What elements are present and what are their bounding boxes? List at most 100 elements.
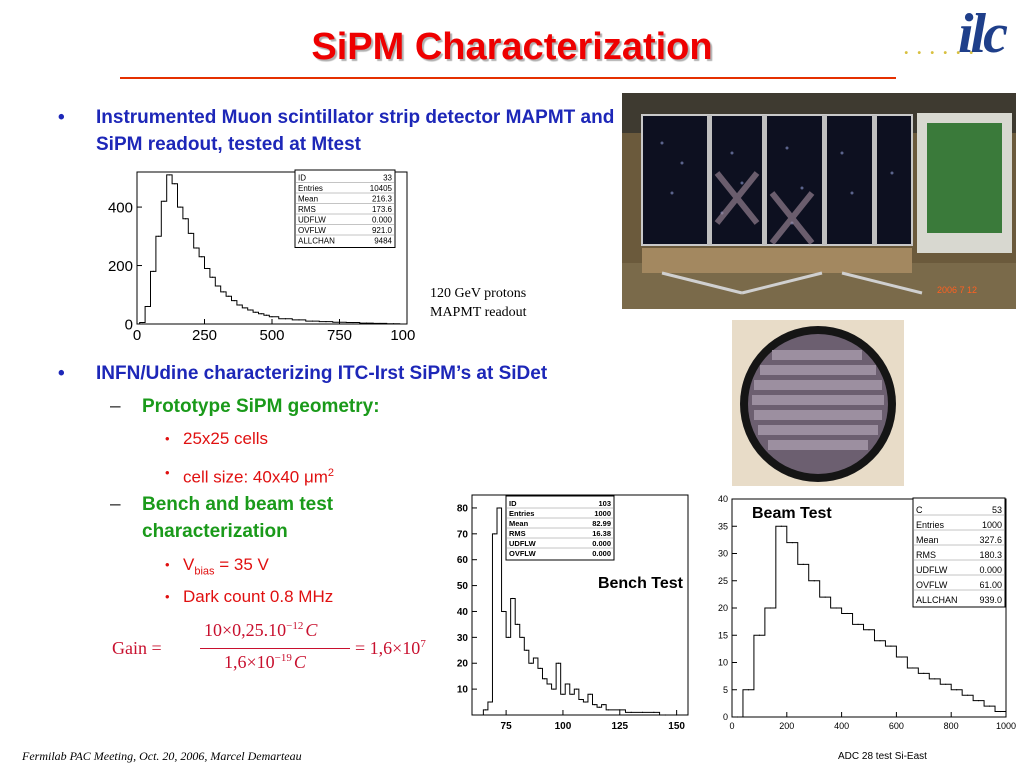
stats-label: Entries bbox=[916, 520, 945, 530]
sub-marker: • bbox=[165, 431, 170, 446]
histogram-line bbox=[482, 507, 683, 716]
histogram-bin bbox=[607, 709, 610, 711]
x-tick-label: 125 bbox=[611, 721, 628, 732]
histogram-bin bbox=[641, 711, 644, 714]
histogram-bin bbox=[747, 689, 750, 691]
gain-equation: Gain = 10×0,25.10−12 C 1,6×10−19 C = 1,6×1… bbox=[112, 618, 452, 678]
histogram-bin bbox=[566, 683, 569, 685]
histogram-bin bbox=[912, 667, 914, 669]
stats-label: RMS bbox=[916, 550, 936, 560]
rhs-base: = 1,6×10 bbox=[355, 638, 421, 658]
histogram-bin bbox=[571, 693, 573, 695]
y-tick-label: 25 bbox=[718, 576, 728, 586]
histogram-bin bbox=[365, 322, 368, 324]
histogram-bin bbox=[284, 318, 287, 320]
histogram-bin bbox=[736, 716, 739, 718]
histogram-bin bbox=[664, 714, 666, 716]
sipm-wafer-photo bbox=[732, 320, 904, 486]
histogram-bin bbox=[266, 314, 268, 316]
histogram-bin bbox=[244, 307, 246, 309]
histogram-bin bbox=[503, 610, 505, 613]
sub-text: 25x25 cells bbox=[183, 429, 269, 448]
bullet-marker: • bbox=[58, 363, 65, 384]
x-tick-label: 400 bbox=[834, 721, 849, 731]
stats-value: 9484 bbox=[374, 237, 392, 246]
unit-m: m bbox=[313, 467, 328, 487]
stats-label: ID bbox=[298, 174, 306, 183]
y-tick-label: 10 bbox=[718, 658, 728, 668]
histogram-bin bbox=[498, 507, 500, 509]
stats-value: 1000 bbox=[982, 520, 1002, 530]
slide-title: SiPM Characterization bbox=[311, 26, 713, 68]
photo-date-stamp: 2006 7 12 bbox=[937, 285, 977, 295]
dash-text: Prototype SiPM geometry: bbox=[142, 396, 380, 417]
histogram-bin bbox=[239, 304, 241, 306]
histogram-bin bbox=[956, 689, 958, 691]
x-tick-label: 250 bbox=[192, 327, 217, 344]
chart-title: Beam Test bbox=[752, 505, 832, 522]
vbias-v: V bbox=[183, 555, 195, 574]
rhs-exponent: 7 bbox=[420, 638, 426, 650]
beam-test-histogram: 0 200 400 600 800 1000 0 5 10 15 20 25 30 35 40 C 53 Entr… bbox=[718, 494, 1016, 731]
histogram-bin bbox=[630, 711, 632, 714]
x-tick-label: 75 bbox=[501, 721, 513, 732]
y-tick-label: 20 bbox=[718, 603, 728, 613]
logo-dots: . . . . . . bbox=[904, 38, 976, 58]
histogram-bin bbox=[999, 710, 1002, 713]
y-tick-label: 400 bbox=[108, 199, 133, 216]
equation-denominator: 1,6×10−19 C bbox=[224, 652, 306, 673]
x-tick-label: 750 bbox=[327, 327, 352, 344]
numerator-base: 10×0,25.10 bbox=[204, 620, 287, 640]
histogram-line bbox=[139, 174, 401, 325]
y-tick-label: 70 bbox=[457, 529, 469, 540]
y-tick-label: 60 bbox=[457, 555, 469, 566]
x-tick-label: 800 bbox=[944, 721, 959, 731]
histogram-bin bbox=[769, 607, 771, 609]
histogram-bin bbox=[535, 657, 537, 659]
histogram-bin bbox=[553, 688, 555, 690]
plot-frame bbox=[471, 494, 689, 716]
histogram-bin bbox=[228, 295, 230, 297]
histogram-bin bbox=[598, 706, 600, 708]
annotation-line2: MAPMT readout bbox=[430, 305, 527, 320]
histogram-bin bbox=[152, 270, 154, 272]
histogram-bin bbox=[945, 683, 947, 685]
mu-symbol: μ bbox=[303, 467, 314, 487]
x-tick-label: 1000 bbox=[996, 721, 1016, 731]
numerator-exponent: −12 bbox=[286, 620, 304, 632]
histogram-bin bbox=[195, 247, 197, 249]
x-tick-label: 150 bbox=[668, 721, 685, 732]
sub-text: Dark count 0.8 MHz bbox=[183, 587, 334, 606]
histogram-bin bbox=[516, 623, 519, 626]
ilc-logo: . . . . . . ilc bbox=[900, 3, 1015, 80]
histogram-bin bbox=[934, 678, 936, 680]
histogram-bin bbox=[485, 709, 487, 711]
y-tick-label: 40 bbox=[457, 607, 469, 618]
stats-label: Mean bbox=[509, 519, 529, 528]
y-tick-label: 30 bbox=[718, 549, 728, 559]
y-tick-label: 40 bbox=[718, 494, 728, 504]
stats-value: 33 bbox=[383, 174, 392, 183]
stats-label: ALLCHAN bbox=[916, 595, 958, 605]
histogram-bin bbox=[594, 704, 596, 706]
histogram-bin bbox=[201, 256, 203, 258]
denominator-unit: C bbox=[293, 652, 306, 672]
y-tick-label: 50 bbox=[457, 581, 469, 592]
stats-value: 10405 bbox=[370, 184, 393, 193]
histogram-bin bbox=[890, 645, 892, 647]
histogram-bin bbox=[879, 640, 881, 642]
stats-value: 0.000 bbox=[979, 565, 1002, 575]
histogram-bin bbox=[338, 321, 341, 323]
histogram-bin bbox=[791, 542, 793, 544]
logo-text: ilc bbox=[958, 3, 1008, 65]
y-tick-label: 80 bbox=[457, 503, 469, 514]
fraction-bar bbox=[200, 648, 350, 649]
annotation-line1: 120 GeV protons bbox=[430, 286, 527, 301]
histogram-bin bbox=[978, 700, 980, 702]
stats-label: OVFLW bbox=[298, 226, 326, 235]
bullet-text: Instrumented Muon scintillator strip det… bbox=[96, 107, 615, 155]
stats-value: 103 bbox=[598, 499, 611, 508]
histogram-bin bbox=[539, 667, 541, 670]
stats-value: 0.000 bbox=[592, 539, 611, 548]
beam-annotation: 120 GeV protons MAPMT readout bbox=[430, 284, 527, 322]
